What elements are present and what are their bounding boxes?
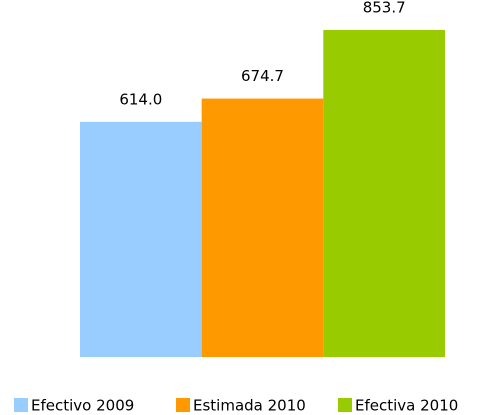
legend-label: Efectivo 2009 <box>31 397 134 415</box>
bar <box>323 30 445 357</box>
value-label: 853.7 <box>363 0 406 17</box>
value-label: 674.7 <box>241 67 284 85</box>
legend-swatch <box>14 398 28 412</box>
bar <box>201 98 324 357</box>
value-label: 614.0 <box>119 90 162 108</box>
bar <box>80 121 202 358</box>
legend-swatch <box>338 398 352 412</box>
legend-swatch <box>176 398 190 412</box>
legend-label: Estimada 2010 <box>193 397 306 415</box>
legend-label: Efectiva 2010 <box>355 397 458 415</box>
